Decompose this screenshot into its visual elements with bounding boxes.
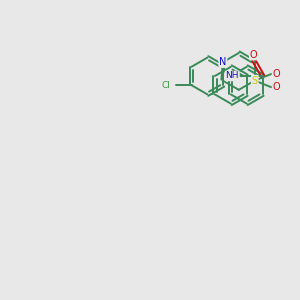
Text: S: S — [252, 76, 258, 85]
Text: O: O — [273, 82, 280, 92]
Text: N: N — [219, 57, 226, 67]
Text: NH: NH — [226, 71, 239, 80]
Text: Cl: Cl — [162, 81, 170, 90]
Text: O: O — [250, 50, 257, 60]
Text: O: O — [273, 69, 280, 79]
